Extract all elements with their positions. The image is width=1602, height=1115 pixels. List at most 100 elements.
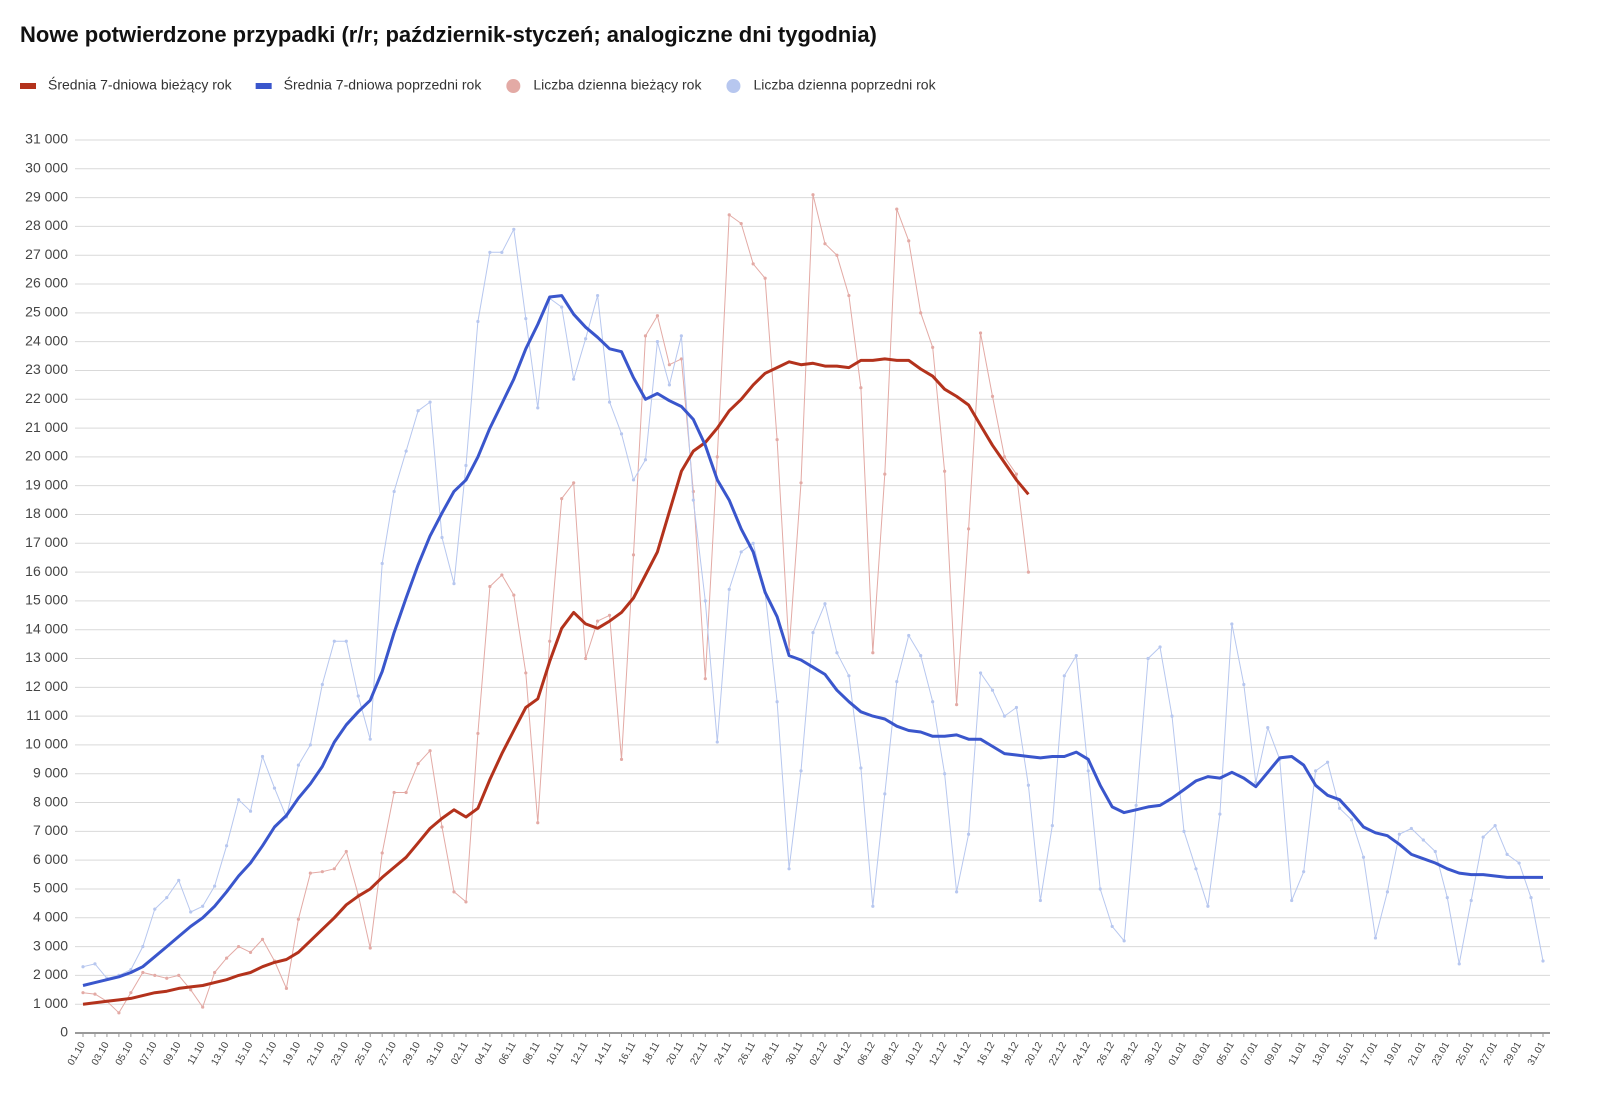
- data-point: [883, 792, 887, 796]
- y-tick-label: 16 000: [25, 563, 68, 579]
- data-point: [296, 763, 301, 767]
- data-point: [153, 907, 157, 911]
- x-tick-label: 12.12: [927, 1040, 949, 1068]
- data-point: [380, 561, 384, 566]
- data-point: [428, 400, 432, 404]
- data-point: [955, 890, 959, 894]
- data-point: [703, 677, 707, 681]
- y-tick-label: 24 000: [25, 332, 68, 348]
- data-point: [344, 849, 348, 854]
- x-tick-label: 16.12: [975, 1040, 997, 1068]
- x-tick-label: 01.01: [1167, 1040, 1189, 1068]
- data-point: [847, 293, 851, 298]
- data-point: [225, 956, 229, 960]
- y-tick-label: 1 000: [33, 995, 68, 1011]
- data-point: [332, 867, 336, 871]
- y-tick-label: 3 000: [33, 937, 68, 953]
- data-point: [584, 337, 588, 341]
- data-point: [320, 682, 324, 687]
- y-tick-label: 29 000: [25, 188, 68, 204]
- data-point: [1206, 904, 1210, 908]
- data-point: [524, 671, 528, 675]
- data-point: [751, 541, 755, 545]
- legend-label: Liczba dzienna poprzedni rok: [753, 77, 936, 93]
- data-point: [584, 656, 588, 661]
- data-point: [727, 213, 731, 217]
- y-tick-label: 21 000: [25, 419, 68, 435]
- data-point: [799, 769, 803, 773]
- data-point: [990, 688, 995, 692]
- data-point: [631, 478, 636, 482]
- data-point: [524, 317, 528, 321]
- x-tick-label: 23.10: [329, 1040, 351, 1068]
- data-point: [416, 762, 420, 766]
- data-point: [619, 432, 624, 436]
- data-point: [560, 497, 564, 501]
- y-tick-label: 0: [60, 1024, 68, 1040]
- y-tick-label: 12 000: [25, 678, 68, 694]
- data-point: [129, 991, 133, 995]
- data-point: [1062, 674, 1066, 678]
- data-point: [308, 871, 312, 875]
- y-tick-label: 8 000: [33, 793, 68, 809]
- data-point: [141, 944, 145, 949]
- data-point: [284, 986, 289, 990]
- y-tick-label: 17 000: [25, 534, 68, 550]
- data-point: [1134, 803, 1138, 808]
- data-point: [1098, 887, 1102, 891]
- y-tick-label: 31 000: [25, 131, 68, 147]
- data-point: [93, 962, 97, 966]
- y-tick-label: 4 000: [33, 908, 68, 924]
- data-point: [739, 221, 743, 226]
- x-tick-label: 14.12: [951, 1040, 973, 1068]
- data-point: [1110, 924, 1114, 929]
- data-point: [368, 737, 372, 741]
- x-tick-label: 31.01: [1526, 1040, 1548, 1068]
- data-point: [1218, 812, 1222, 816]
- data-point: [907, 633, 911, 638]
- x-tick-label: 22.12: [1047, 1040, 1069, 1068]
- data-point: [117, 1011, 121, 1015]
- series-line: [82, 194, 1029, 1014]
- data-point: [512, 593, 516, 597]
- data-point: [344, 639, 348, 643]
- data-point: [895, 207, 899, 211]
- x-tick-label: 03.01: [1191, 1040, 1213, 1068]
- y-tick-label: 15 000: [25, 592, 68, 608]
- x-tick-label: 18.11: [641, 1040, 663, 1067]
- x-tick-label: 13.10: [209, 1040, 231, 1068]
- x-tick-label: 28.12: [1119, 1040, 1141, 1068]
- data-point: [428, 749, 432, 753]
- x-tick-label: 21.10: [305, 1040, 327, 1068]
- data-point: [811, 193, 815, 197]
- data-point: [440, 825, 444, 829]
- y-tick-label: 23 000: [25, 361, 68, 377]
- data-point: [260, 754, 265, 759]
- data-point: [895, 679, 899, 684]
- data-point: [1194, 867, 1198, 871]
- x-tick-label: 20.11: [665, 1040, 687, 1067]
- data-point: [213, 884, 217, 888]
- x-tick-label: 15.01: [1334, 1040, 1356, 1068]
- data-point: [679, 334, 683, 338]
- data-point: [1325, 760, 1330, 764]
- x-tick-label: 15.10: [233, 1040, 255, 1068]
- data-point: [775, 700, 779, 704]
- data-point: [572, 377, 576, 381]
- data-point: [847, 674, 851, 678]
- x-tick-label: 17.01: [1358, 1040, 1380, 1068]
- chart-title: Nowe potwierdzone przypadki (r/r; paździ…: [20, 22, 877, 47]
- data-point: [464, 900, 468, 904]
- x-tick-label: 01.10: [66, 1040, 88, 1068]
- y-tick-label: 25 000: [25, 304, 68, 320]
- data-point: [943, 469, 947, 473]
- data-point: [919, 654, 923, 658]
- x-tick-label: 27.01: [1478, 1040, 1500, 1068]
- y-tick-label: 22 000: [25, 390, 68, 406]
- data-point: [201, 1005, 205, 1009]
- data-point: [1529, 896, 1533, 900]
- data-point: [823, 242, 827, 246]
- data-point: [1146, 656, 1150, 661]
- data-point: [1302, 870, 1306, 874]
- data-point: [296, 917, 301, 921]
